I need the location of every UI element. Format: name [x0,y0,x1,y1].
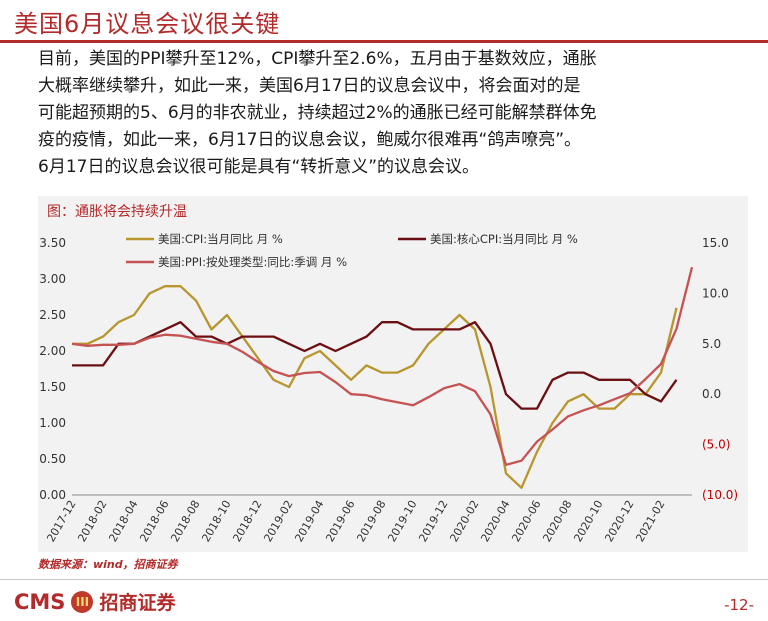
x-tick-label: 2019-12 [416,498,450,544]
right-y-tick-label: 0.0 [702,387,721,401]
x-tick-label: 2020-10 [571,498,605,544]
left-y-tick-label: 1.00 [39,416,66,430]
chart-panel [38,196,748,552]
title-rule [0,40,768,43]
right-y-tick-label: (5.0) [702,438,730,452]
left-y-tick-label: 3.50 [39,236,66,250]
cms-logo: CMS III 招商证券 [14,588,175,615]
x-tick-label: 2019-06 [323,498,357,544]
legend-label-1: 美国:CPI:当月同比 月 % [158,232,283,246]
left-y-tick-label: 0.50 [39,452,66,466]
paragraph-line: 疫的疫情，如此一来，6月17日的议息会议，鲍威尔很难再“鸽声嘹亮”。 [38,130,582,150]
right-y-tick-label: 15.0 [702,236,729,250]
x-tick-label: 2020-12 [602,498,636,544]
page-number: -12- [724,596,754,614]
paragraph-line: 大概率继续攀升，如此一来，美国6月17日的议息会议中，将会面对的是 [38,76,581,96]
x-tick-label: 2018-02 [75,498,109,544]
x-tick-label: 2020-08 [540,498,574,544]
series-line-2 [72,321,678,410]
x-tick-label: 2018-06 [137,498,171,544]
left-y-tick-label: 2.00 [39,344,66,358]
chart-title: 图：通胀将会持续升温 [47,204,187,220]
x-tick-label: 2019-02 [261,498,295,544]
x-tick-label: 2019-04 [292,498,326,544]
page-title: 美国6月议息会议很关键 [14,10,281,38]
legend-label-3: 美国:PPI:按处理类型:同比:季调 月 % [158,255,347,269]
legend-label-2: 美国:核心CPI:当月同比 月 % [430,232,578,246]
body-paragraph: 目前，美国的PPI攀升至12%，CPI攀升至2.6%，五月由于基数效应，通胀 大… [38,46,750,181]
left-y-tick-label: 0.00 [39,488,66,502]
left-y-tick-label: 3.00 [39,272,66,286]
x-tick-label: 2020-02 [447,498,481,544]
paragraph-line: 6月17日的议息会议很可能是具有“转折意义”的议息会议。 [38,157,480,177]
left-y-tick-label: 2.50 [39,308,66,322]
x-tick-label: 2020-06 [509,498,543,544]
paragraph-line: 目前，美国的PPI攀升至12%，CPI攀升至2.6%，五月由于基数效应，通胀 [38,49,597,69]
left-y-tick-label: 1.50 [39,380,66,394]
series-line-3 [71,266,694,466]
x-tick-label: 2018-04 [106,498,140,544]
x-tick-label: 2017-12 [44,498,78,544]
right-y-tick-label: (10.0) [702,488,738,502]
x-tick-label: 2019-10 [385,498,419,544]
footer-rule [0,579,768,580]
x-tick-label: 2020-04 [478,498,512,544]
series-line-1 [72,285,678,489]
right-y-tick-label: 5.0 [702,337,721,351]
logo-chinese-name: 招商证券 [99,592,176,614]
x-tick-label: 2018-08 [168,498,202,544]
x-tick-label: 2019-08 [354,498,388,544]
data-source-note: 数据来源：wind，招商证券 [38,558,178,571]
paragraph-line: 可能超预期的5、6月的非农就业，持续超过2%的通胀已经可能解禁群体免 [38,103,597,123]
logo-latin: CMS [14,589,66,614]
right-y-tick-label: 10.0 [702,286,729,300]
logo-badge-icon: III [71,590,94,613]
x-tick-label: 2018-12 [230,498,264,544]
x-tick-label: 2018-10 [199,498,233,544]
x-tick-label: 2021-02 [633,498,667,544]
